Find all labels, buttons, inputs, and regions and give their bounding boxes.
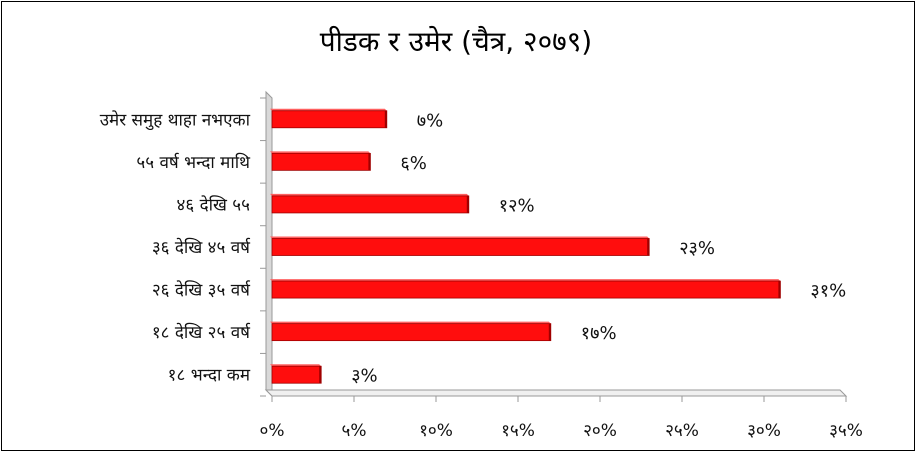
category-label: उमेर समुह थाहा नभएका — [100, 109, 251, 130]
bar — [271, 323, 552, 342]
bar-top — [270, 236, 650, 239]
category-label: २६ देखि ३५ वर्ष — [152, 280, 251, 301]
data-label: ३% — [351, 366, 377, 387]
category-label: १८ देखि २५ वर्ष — [152, 322, 251, 343]
bar-top — [270, 151, 371, 154]
bar — [271, 238, 650, 256]
chart-title: पीडक र उमेर (चैत्र, २०७९) — [319, 25, 593, 58]
bar-end — [647, 238, 650, 256]
x-tick-label: ५% — [342, 421, 367, 441]
x-axis-floor — [264, 389, 848, 397]
category-label: ३६ देखि ४५ वर्ष — [152, 237, 251, 258]
data-label: २३% — [679, 238, 715, 259]
data-label: १७% — [581, 323, 617, 344]
x-tick-label: १५% — [501, 421, 535, 441]
data-label: १२% — [499, 195, 535, 216]
bar-top — [270, 193, 469, 196]
bar — [271, 195, 470, 214]
x-tick-label: २०% — [583, 421, 617, 441]
bar-end — [384, 110, 387, 128]
bar — [271, 280, 781, 299]
bar — [271, 365, 322, 384]
bar-top — [270, 321, 551, 324]
data-label: ३१% — [810, 281, 846, 302]
x-tick-label: ०% — [260, 421, 285, 441]
x-tick-label: ३५% — [829, 421, 863, 441]
bar-end — [368, 153, 371, 171]
bar-top — [270, 364, 322, 367]
bar — [271, 152, 371, 171]
bar-top — [270, 279, 781, 282]
x-tick-label: ३०% — [747, 421, 781, 441]
bar-end — [778, 281, 781, 299]
bar-end — [319, 366, 322, 384]
category-label: १८ भन्दा कम — [168, 366, 251, 386]
x-tick-label: २५% — [665, 421, 699, 441]
category-label: ५५ वर्ष भन्दा माथि — [136, 152, 251, 173]
y-axis-wall — [265, 90, 273, 398]
bar-end — [466, 195, 469, 213]
bar-top — [270, 108, 387, 111]
data-label: ७% — [417, 110, 443, 131]
x-tick-label: १०% — [419, 421, 453, 441]
category-label: ४६ देखि ५५ — [176, 194, 250, 215]
data-label: ६% — [400, 153, 426, 174]
bar — [271, 110, 388, 129]
bar-end — [548, 323, 551, 341]
